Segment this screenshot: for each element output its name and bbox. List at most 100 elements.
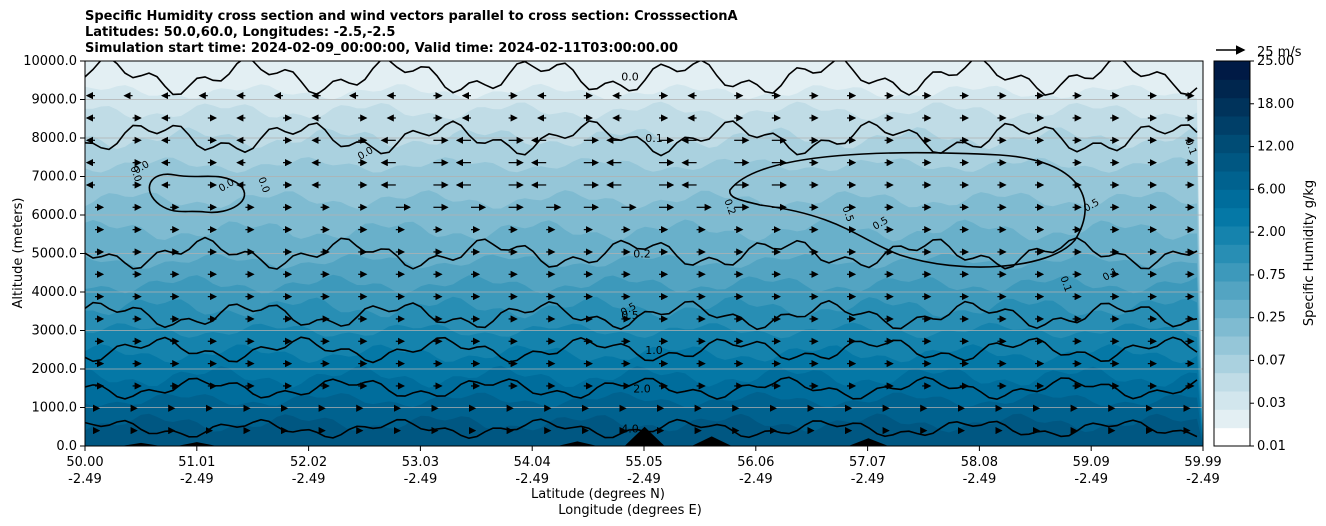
y-tick-label: 7000.0 [32,170,78,185]
colorbar-label: Specific Humidity g/kg [1302,180,1317,326]
colorbar-tick-label: 18.00 [1257,97,1294,112]
colorbar-swatch [1214,226,1250,245]
x-axis: 50.00 -2.49 51.01 -2.49 52.02 -2.49 53.03 -2.49… [66,446,1222,487]
contour-label: 4.0 [621,423,639,436]
wind-vectors [85,92,1195,435]
x-tick-label-lat: 51.01 [178,455,215,470]
y-tick-label: 3000.0 [32,324,78,339]
x-tick-label-lon: -2.49 [68,472,102,487]
colorbar-tick-label: 0.01 [1257,439,1286,454]
colorbar-swatch [1214,79,1250,99]
x-tick-label-lat: 55.05 [625,455,662,470]
x-tick-label-lon: -2.49 [627,472,661,487]
contour-line [85,299,1198,331]
colorbar-swatch [1214,134,1250,154]
colorbar-swatch [1214,207,1250,227]
quiver-key-label: 25 m/s [1257,45,1302,60]
contour-label: 2.0 [633,382,651,395]
y-tick-label: 9000.0 [32,93,78,108]
x-tick-label-lon: -2.49 [404,472,438,487]
x-tick-label-lon: -2.49 [180,472,214,487]
y-tick-label: 1000.0 [32,401,78,416]
contour-label-extra: 0.0 [127,165,143,184]
colorbar-tick-label: 0.25 [1257,311,1286,326]
y-tick-label: 0.0 [56,439,77,454]
x-tick-label-lat: 59.99 [1184,455,1221,470]
x-tick-label-lon: -2.49 [515,472,549,487]
y-tick-label: 4000.0 [32,285,78,300]
y-tick-label: 2000.0 [32,362,78,377]
y-axis-label: Altitude (meters) [11,198,26,309]
y-axis: 0.0 1000.0 2000.0 3000.0 4000.0 5000.0 6000.0 7… [23,54,85,454]
x-axis-label-lon: Longitude (degrees E) [558,503,702,518]
contour-label-extra: 0.1 [1182,138,1198,157]
colorbar-frame [1213,60,1251,447]
x-tick-label-lat: 58.08 [961,455,998,470]
colorbar-swatch [1214,391,1250,410]
contour-label-extra: 0.1 [1057,275,1073,294]
chart-title-line-3: Simulation start time: 2024-02-09_00:00:… [85,41,678,56]
contour-label: 0.1 [645,132,663,145]
x-tick-label-lon: -2.49 [1074,472,1108,487]
colorbar-swatch [1214,61,1250,80]
chart-title-line-1: Specific Humidity cross section and wind… [85,9,738,24]
contour-label: 1.0 [645,344,663,357]
y-tick-label: 8000.0 [32,131,78,146]
x-tick-label-lat: 50.00 [66,455,103,470]
contour-line [85,61,1198,96]
colorbar-tick-label: 0.03 [1257,396,1286,411]
colorbar-swatch [1214,244,1250,264]
colorbar-swatch [1214,317,1250,337]
colorbar-swatch [1214,262,1250,282]
x-tick-label-lon: -2.49 [292,472,326,487]
x-tick-label-lat: 56.06 [737,455,774,470]
contour-label-extra: 0.2 [721,198,737,217]
contour-label: 0.2 [633,248,651,261]
x-tick-label-lon: -2.49 [963,472,997,487]
colorbar-swatch [1214,171,1250,190]
colorbar-swatch [1214,152,1250,172]
x-tick-label-lat: 59.09 [1073,455,1110,470]
x-tick-label-lat: 54.04 [514,455,551,470]
colorbar-swatch [1214,97,1250,117]
y-tick-label: 5000.0 [32,247,78,262]
contour-line [85,376,1198,401]
colorbar-tick-label: 6.00 [1257,182,1286,197]
x-tick-label-lon: -2.49 [739,472,773,487]
contour-label: 0.5 [621,309,639,322]
x-tick-label-lat: 52.02 [290,455,327,470]
y-tick-label: 10000.0 [23,54,77,69]
colorbar-swatch [1214,336,1250,355]
contour-lines [85,61,1198,440]
contour-line [85,336,1198,364]
x-tick-label-lat: 57.07 [849,455,886,470]
contour-loop [729,151,1086,268]
contour-labels: 4.02.01.00.50.20.10.00.50.50.50.2 0.50.1 0… [127,70,1198,435]
colorbar-tick-label: 0.07 [1257,353,1286,368]
colorbar-swatch [1214,189,1250,209]
contour-line [85,236,1198,270]
colorbar-swatch [1214,299,1250,319]
contour-label-extra: 0.5 [839,205,855,224]
colorbar-tick-label: 25.00 [1257,54,1294,69]
contour-line [85,120,1198,157]
x-tick-label-lon: -2.49 [851,472,885,487]
contour-label-extra: 0.0 [255,176,271,195]
colorbar: 0.01 0.03 0.07 0.25 0.75 2.00 6.00 12.00 18.00 25… [1213,54,1294,454]
contour-label: 0.0 [621,70,639,83]
colorbar-swatch [1214,116,1250,135]
colorbar-tick-label: 2.00 [1257,225,1286,240]
terrain-fill [85,426,1203,446]
terrain [85,426,1203,446]
colorbar-swatch [1214,409,1250,429]
x-axis-label-lat: Latitude (degrees N) [531,487,665,502]
colorbar-swatch [1214,372,1250,392]
chart-title-line-2: Latitudes: 50.0,60.0, Longitudes: -2.5,-… [85,25,396,40]
colorbar-tick-label: 12.00 [1257,140,1294,155]
colorbar-tick-label: 0.75 [1257,268,1286,283]
x-tick-label-lat: 53.03 [402,455,439,470]
y-tick-label: 6000.0 [32,208,78,223]
x-tick-label-lon: -2.49 [1186,472,1220,487]
colorbar-swatch [1214,427,1250,447]
